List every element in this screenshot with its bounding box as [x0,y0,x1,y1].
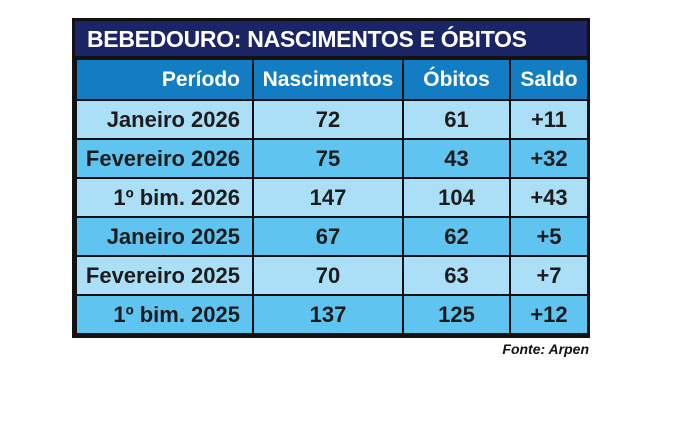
cell-obitos: 63 [402,255,511,296]
cell-obitos: 62 [402,216,511,257]
cell-nascimentos: 67 [252,216,404,257]
cell-obitos: 61 [402,99,511,140]
table-title: BEBEDOURO: NASCIMENTOS E ÓBITOS [75,21,587,58]
cell-periodo: Fevereiro 2025 [75,255,254,296]
cell-saldo: +5 [509,216,589,257]
cell-saldo: +11 [509,99,589,140]
table-header: Período Nascimentos Óbitos Saldo [75,58,589,101]
table-row: 1º bim. 2025 137 125 +12 [75,294,589,335]
cell-nascimentos: 70 [252,255,404,296]
cell-saldo: +43 [509,177,589,218]
births-deaths-table: Período Nascimentos Óbitos Saldo Janeiro… [75,58,589,335]
cell-saldo: +7 [509,255,589,296]
table-row: Fevereiro 2026 75 43 +32 [75,138,589,179]
cell-nascimentos: 72 [252,99,404,140]
cell-saldo: +12 [509,294,589,335]
cell-obitos: 125 [402,294,511,335]
cell-periodo: Janeiro 2025 [75,216,254,257]
cell-obitos: 104 [402,177,511,218]
column-header-periodo: Período [75,58,254,101]
cell-nascimentos: 147 [252,177,404,218]
stats-table-card: BEBEDOURO: NASCIMENTOS E ÓBITOS Período … [72,18,590,357]
table-row: Janeiro 2026 72 61 +11 [75,99,589,140]
table-row: Janeiro 2025 67 62 +5 [75,216,589,257]
source-attribution: Fonte: Arpen [502,341,589,357]
column-header-saldo: Saldo [509,58,589,101]
cell-nascimentos: 137 [252,294,404,335]
cell-periodo: 1º bim. 2025 [75,294,254,335]
table-row: Fevereiro 2025 70 63 +7 [75,255,589,296]
cell-periodo: 1º bim. 2026 [75,177,254,218]
cell-saldo: +32 [509,138,589,179]
column-header-nascimentos: Nascimentos [252,58,404,101]
cell-periodo: Fevereiro 2026 [75,138,254,179]
table-row: 1º bim. 2026 147 104 +43 [75,177,589,218]
cell-periodo: Janeiro 2026 [75,99,254,140]
cell-obitos: 43 [402,138,511,179]
table-body: Janeiro 2026 72 61 +11 Fevereiro 2026 75… [75,99,589,335]
cell-nascimentos: 75 [252,138,404,179]
column-header-obitos: Óbitos [402,58,511,101]
header-row: Período Nascimentos Óbitos Saldo [75,58,589,101]
table-border-frame: BEBEDOURO: NASCIMENTOS E ÓBITOS Período … [72,18,590,338]
